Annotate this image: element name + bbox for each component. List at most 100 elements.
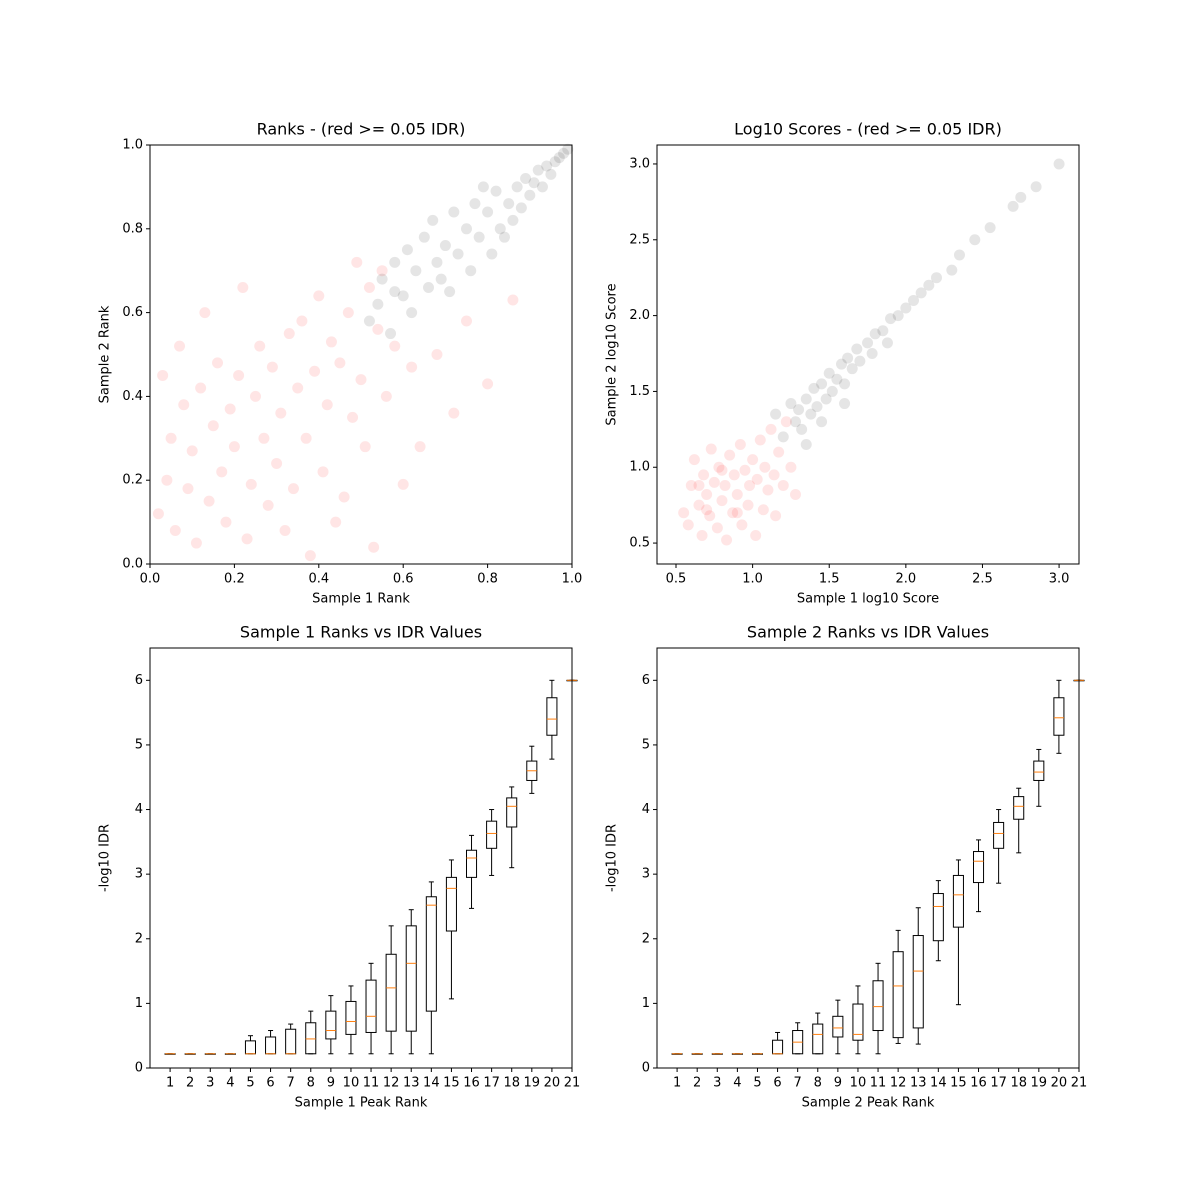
point: [431, 256, 443, 268]
point: [220, 516, 232, 528]
point: [545, 168, 557, 180]
point: [250, 390, 261, 402]
point: [831, 373, 843, 385]
point: [685, 479, 697, 491]
point: [486, 248, 498, 260]
point: [908, 294, 920, 306]
box: [244, 1040, 256, 1055]
point: [237, 281, 249, 293]
point: [199, 307, 211, 319]
box: [812, 1023, 824, 1055]
point: [744, 479, 756, 491]
box: [506, 797, 518, 828]
point: [984, 222, 996, 234]
point: [785, 398, 797, 410]
point: [271, 457, 283, 469]
subplot-title: Ranks - (red >= 0.05 IDR): [257, 120, 466, 139]
y-tick-label: 3: [135, 867, 143, 882]
x-tick-label: 0.4: [308, 572, 329, 587]
point: [334, 357, 346, 369]
x-tick-label: 2.5: [972, 572, 993, 587]
y-tick-label: 1.0: [629, 460, 650, 475]
point: [296, 315, 308, 327]
point: [216, 466, 228, 478]
point: [719, 479, 731, 491]
y-tick-label: 4: [135, 802, 143, 817]
plot-frame: [656, 144, 1080, 565]
point: [793, 404, 805, 416]
y-tick-label: 0.8: [122, 221, 143, 236]
x-tick-label: 12: [383, 1076, 400, 1091]
point: [780, 416, 792, 428]
point: [368, 541, 380, 553]
box: [546, 697, 558, 736]
point: [759, 461, 771, 473]
x-tick-label: 21: [1071, 1076, 1088, 1091]
x-tick-label: 11: [363, 1076, 380, 1091]
point: [846, 363, 858, 375]
y-axis-label: Sample 2 log10 Score: [605, 283, 620, 425]
subplot: Log10 Scores - (red >= 0.05 IDR) Sample 1…: [605, 120, 1080, 607]
box: [832, 1015, 844, 1038]
x-tick-label: 12: [890, 1076, 907, 1091]
point: [839, 398, 851, 410]
y-tick-label: 0: [135, 1061, 143, 1076]
point: [452, 248, 464, 260]
x-tick-label: 17: [483, 1076, 500, 1091]
point: [439, 240, 451, 252]
x-tick-label: 4: [733, 1076, 741, 1091]
point: [372, 323, 384, 335]
point: [275, 407, 287, 419]
x-axis-label: Sample 1 log10 Score: [797, 592, 939, 607]
point: [423, 281, 435, 293]
point: [174, 340, 186, 352]
subplot: Sample 2 Ranks vs IDR Values Sample 2 Pea…: [605, 623, 1088, 1111]
y-axis-label: -log10 IDR: [98, 824, 113, 892]
x-tick-label: 21: [564, 1076, 581, 1091]
point: [507, 214, 519, 226]
box: [425, 896, 437, 1012]
y-tick-label: 0.5: [629, 536, 650, 551]
x-tick-label: 1.0: [742, 572, 763, 587]
y-tick-label: 0.4: [122, 389, 143, 404]
point: [528, 177, 540, 189]
point: [161, 474, 173, 486]
y-tick-label: 5: [135, 737, 143, 752]
point: [823, 367, 835, 379]
point: [1015, 191, 1027, 203]
point: [524, 189, 536, 201]
point: [300, 432, 312, 444]
point: [757, 504, 769, 516]
point: [224, 403, 236, 415]
x-tick-label: 17: [990, 1076, 1007, 1091]
point: [292, 382, 304, 394]
point: [494, 223, 506, 235]
point: [716, 464, 728, 476]
point: [800, 439, 812, 451]
point: [389, 340, 401, 352]
point: [503, 198, 515, 210]
point: [731, 489, 743, 501]
point: [851, 343, 863, 355]
point: [562, 143, 574, 155]
point: [768, 469, 780, 481]
point: [682, 519, 694, 531]
point: [262, 499, 274, 511]
point: [321, 399, 333, 411]
y-tick-label: 3: [642, 867, 650, 882]
point: [469, 198, 481, 210]
point: [212, 357, 224, 369]
point: [342, 307, 354, 319]
x-tick-label: 3.0: [1049, 572, 1070, 587]
y-tick-label: 1.5: [629, 384, 650, 399]
x-tick-label: 0.5: [666, 572, 687, 587]
x-axis-label: Sample 1 Rank: [312, 592, 410, 607]
point: [435, 273, 447, 285]
x-tick-label: 1: [673, 1076, 681, 1091]
y-tick-label: 5: [642, 737, 650, 752]
x-tick-label: 18: [503, 1076, 520, 1091]
point: [1053, 158, 1065, 170]
box: [772, 1039, 784, 1055]
point: [254, 340, 266, 352]
x-tick-label: 4: [226, 1076, 234, 1091]
